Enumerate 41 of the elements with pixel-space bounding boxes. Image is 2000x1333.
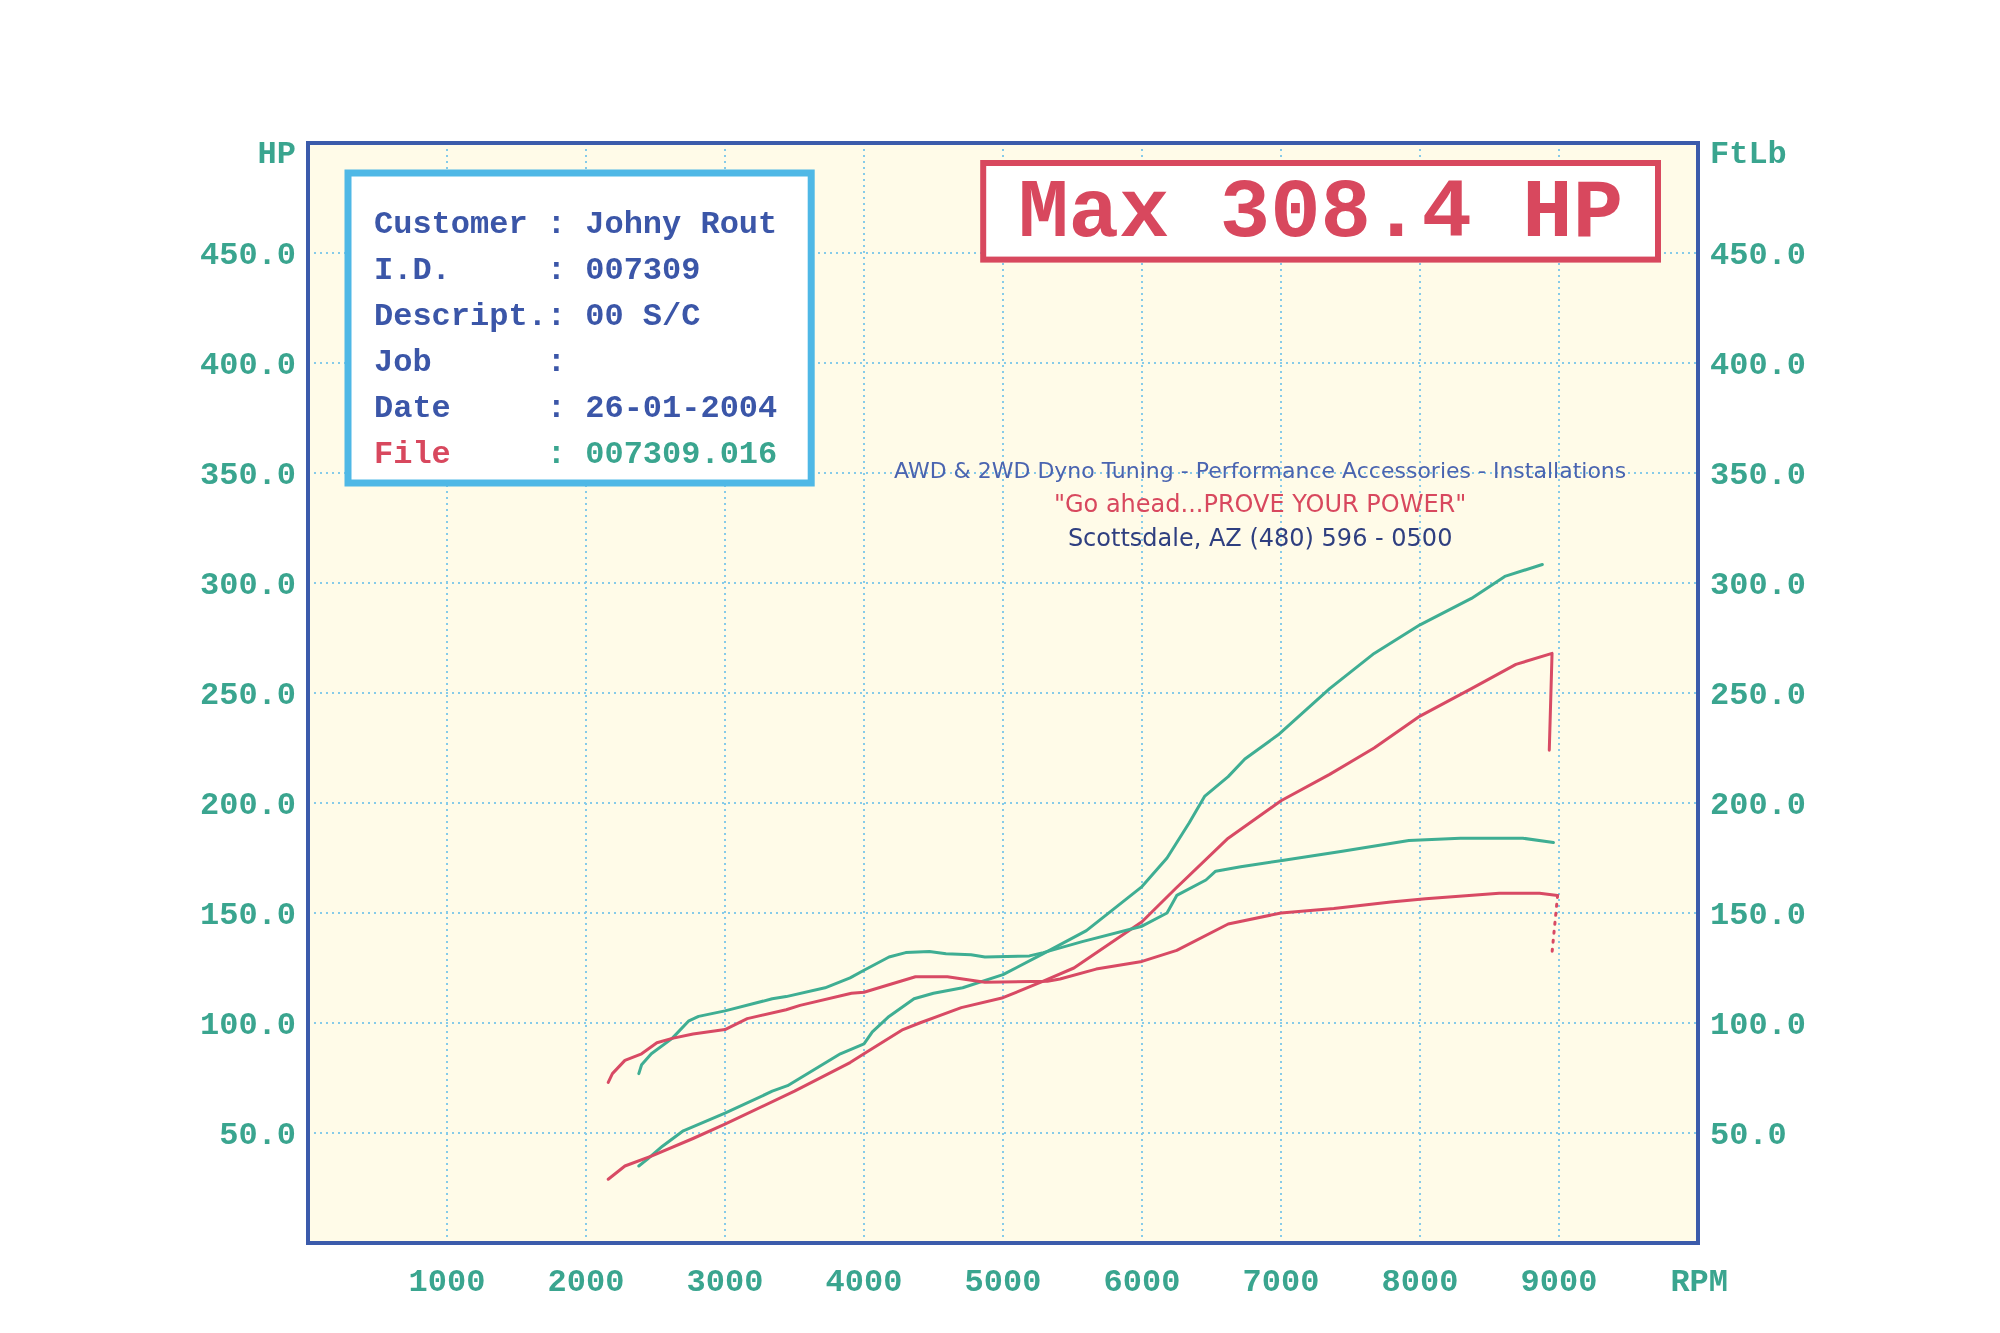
x-tick-label: 8000 <box>1381 1264 1459 1301</box>
y-tick-label: 150.0 <box>199 897 296 935</box>
y-tick-label: 200.0 <box>199 787 296 825</box>
text: I.D. : 007309 <box>374 252 701 289</box>
y2-tick-label: 400.0 <box>1710 347 1807 385</box>
text: Date : 26-01-2004 <box>374 390 778 427</box>
x-tick-label: 5000 <box>964 1264 1042 1301</box>
y2-tick-label: 100.0 <box>1710 1007 1807 1045</box>
y2-tick-label: 450.0 <box>1710 237 1807 275</box>
y2-tick-label: 50.0 <box>1710 1117 1787 1155</box>
y-tick-label: 400.0 <box>199 347 296 385</box>
x-tick-label: 9000 <box>1520 1264 1598 1301</box>
y-tick-label: 350.0 <box>199 457 296 495</box>
y2-tick-label: 350.0 <box>1710 457 1807 495</box>
y2-tick-label: 300.0 <box>1710 567 1807 605</box>
x-tick-label: 3000 <box>686 1264 764 1301</box>
x-tick-label: 6000 <box>1103 1264 1181 1301</box>
y-tick-label: 300.0 <box>199 567 296 605</box>
y-tick-label: 100.0 <box>199 1007 296 1045</box>
line-series <box>606 651 1554 1181</box>
y-tick-label: 50.0 <box>219 1117 296 1155</box>
x-tick-label: 1000 <box>408 1264 486 1301</box>
annotation: Descript.: 00 S/C <box>374 298 701 335</box>
annotation: Customer : Johny Rout <box>374 206 778 243</box>
y-tick-label: 250.0 <box>199 677 296 715</box>
x-tick-label: 7000 <box>1242 1264 1320 1301</box>
text: File : 007309.016 <box>374 436 778 473</box>
annotation: Scottsdale, AZ (480) 596 - 0500 <box>1067 524 1453 552</box>
y-axis-title: HP <box>257 136 296 173</box>
x-tick-label: 4000 <box>825 1264 903 1301</box>
y2-tick-label: 150.0 <box>1710 897 1807 935</box>
annotation: AWD & 2WD Dyno Tuning - Performance Accessories - Installations <box>894 458 1627 483</box>
y2-axis-title: FtLb <box>1710 136 1787 173</box>
x-tick-label: 2000 <box>547 1264 625 1301</box>
annotation: "Go ahead...PROVE YOUR POWER" <box>1053 490 1467 518</box>
x-axis-title: RPM <box>1670 1264 1728 1301</box>
y2-tick-label: 200.0 <box>1710 787 1807 825</box>
y2-tick-label: 250.0 <box>1710 677 1807 715</box>
chart-title: Max 308.4 HP <box>1018 166 1624 262</box>
text: Job : <box>374 344 567 381</box>
y-tick-label: 450.0 <box>199 237 296 275</box>
